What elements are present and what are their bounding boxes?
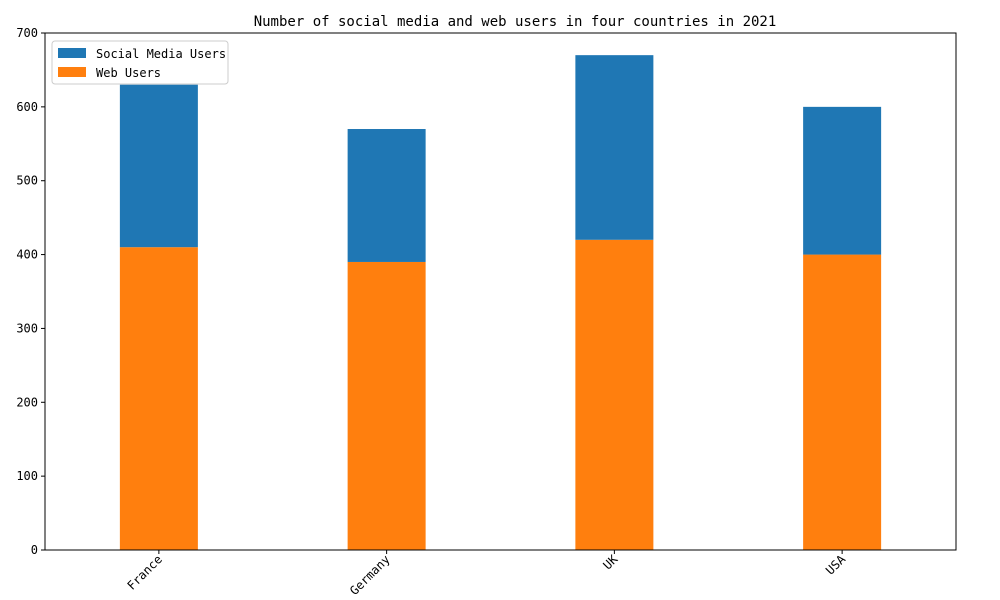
bar-web-users-germany — [348, 262, 426, 550]
legend: Social Media Users Web Users — [52, 41, 228, 84]
bar-web-users-france — [120, 247, 198, 550]
y-tick-label: 300 — [16, 321, 38, 335]
bar-social-media-users-uk — [575, 55, 653, 240]
x-tick-label: France — [124, 552, 165, 593]
bar-social-media-users-france — [120, 85, 198, 247]
y-tick-label: 400 — [16, 248, 38, 262]
bar-social-media-users-usa — [803, 107, 881, 255]
y-tick-label: 500 — [16, 174, 38, 188]
chart-title: Number of social media and web users in … — [254, 14, 777, 30]
legend-label: Social Media Users — [96, 47, 226, 61]
bar-web-users-usa — [803, 255, 881, 550]
plot-area — [45, 33, 956, 550]
bar-web-users-uk — [575, 240, 653, 550]
legend-label: Web Users — [96, 66, 161, 80]
legend-swatch-web-users — [58, 67, 86, 77]
y-tick-label: 700 — [16, 26, 38, 40]
x-tick-label: UK — [600, 552, 621, 573]
y-tick-label: 100 — [16, 469, 38, 483]
y-axis: 0 100 200 300 400 500 600 700 — [16, 26, 45, 557]
y-tick-label: 200 — [16, 395, 38, 409]
x-axis: France Germany UK USA — [124, 550, 848, 598]
y-tick-label: 0 — [31, 543, 38, 557]
x-tick-label: Germany — [347, 552, 393, 598]
y-tick-label: 600 — [16, 100, 38, 114]
x-tick-label: USA — [823, 552, 849, 578]
bar-social-media-users-germany — [348, 129, 426, 262]
legend-swatch-social-media-users — [58, 48, 86, 58]
